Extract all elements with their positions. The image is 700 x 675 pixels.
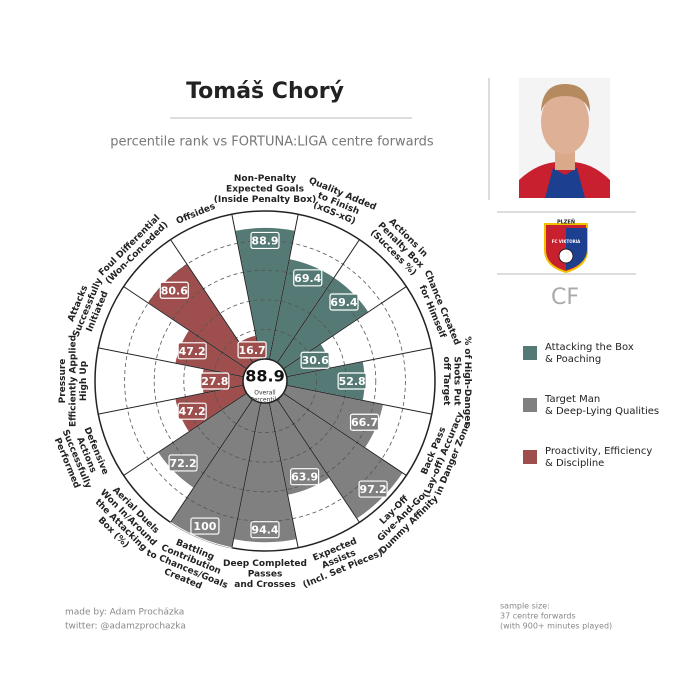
value-label: 80.6 xyxy=(161,284,188,297)
value-label: 100 xyxy=(193,520,216,533)
slice-divider xyxy=(231,402,262,548)
legend-label: Attacking the Box & Poaching xyxy=(545,342,634,365)
legend-swatch xyxy=(523,346,537,360)
slice-divider xyxy=(276,239,360,363)
value-label: 94.4 xyxy=(251,524,278,537)
value-label: 47.2 xyxy=(179,345,206,358)
value-label: 27.8 xyxy=(201,375,228,388)
slice-divider xyxy=(268,214,299,360)
badge-text: FC VIKTORIA xyxy=(552,239,581,244)
value-label-box xyxy=(168,454,198,472)
value-label-box xyxy=(200,372,230,390)
category-label: Non-Penalty Expected Goals (Inside Penalty… xyxy=(214,174,317,205)
category-label-group: % of High-DangerShots Putoff Target xyxy=(442,336,473,426)
value-label-box xyxy=(290,468,320,486)
category-label: Deep Completed Passes and Crosses xyxy=(223,559,307,590)
center-value: 88.9 xyxy=(245,367,284,386)
value-label: 88.9 xyxy=(251,234,278,247)
value-label-box xyxy=(250,231,280,250)
slice-divider xyxy=(286,347,432,378)
value-label-box xyxy=(159,281,189,299)
legend-label: Proactivity, Efficiency & Discipline xyxy=(545,446,652,469)
position: CF xyxy=(551,285,579,310)
credit: twitter: @adamzprochazka xyxy=(65,622,186,632)
value-label: 66.7 xyxy=(351,416,378,429)
credit: made by: Adam Procházka xyxy=(65,608,184,618)
slice-divider xyxy=(276,399,360,523)
value-label-box xyxy=(237,341,267,359)
value-label-box xyxy=(177,342,207,360)
slice-divider xyxy=(268,402,299,548)
slice-divider xyxy=(286,384,432,415)
value-label: 52.8 xyxy=(339,375,366,388)
value-label-box xyxy=(190,517,220,535)
club-badge: PLZEŇ FC VIKTORIA xyxy=(544,218,588,274)
legend-label: Target Man & Deep-Lying Qualities xyxy=(544,394,659,417)
category-label-group: PressureEfficiently AppliedHigh Up xyxy=(58,335,89,427)
player-photo xyxy=(519,78,610,198)
value-label: 47.2 xyxy=(179,405,206,418)
note: 37 centre forwards xyxy=(500,612,576,621)
value-label-box xyxy=(349,413,380,431)
legend-swatch xyxy=(523,450,537,464)
value-label: 72.2 xyxy=(170,457,197,470)
value-label-box xyxy=(293,269,323,287)
slice-divider xyxy=(123,392,247,476)
value-label: 97.2 xyxy=(360,483,387,496)
slice-divider xyxy=(123,286,247,370)
value-label-box xyxy=(358,480,388,498)
slice-divider xyxy=(170,399,254,523)
slice-divider xyxy=(98,384,244,415)
value-label-box xyxy=(337,372,367,390)
slice-divider xyxy=(283,392,407,476)
value-label: 69.4 xyxy=(294,272,321,285)
chart-subtitle: percentile rank vs FORTUNA:LIGA centre f… xyxy=(110,135,434,150)
value-label-box xyxy=(300,351,330,369)
category-label-group: Non-Penalty Expected Goals (Inside Penalty… xyxy=(214,174,317,205)
value-label: 69.4 xyxy=(330,296,357,309)
category-label: PressureEfficiently AppliedHigh Up xyxy=(58,335,89,427)
grid-ring xyxy=(153,269,377,493)
category-label: % of High-DangerShots Putoff Target xyxy=(442,336,473,426)
value-label-box xyxy=(329,293,359,311)
value-label-box xyxy=(250,521,280,539)
note: sample size: xyxy=(500,602,550,611)
value-label-box xyxy=(177,402,207,420)
value-label: 16.7 xyxy=(239,344,266,357)
category-label-group: Deep Completed Passes and Crosses xyxy=(223,559,307,590)
slice-divider xyxy=(231,214,262,360)
note: (with 900+ minutes played) xyxy=(500,622,612,631)
center-label: Overall Percentile xyxy=(250,389,280,403)
chart-title: Tomáš Chorý xyxy=(186,79,344,104)
legend-swatch xyxy=(523,398,537,412)
badge-text: PLZEŇ xyxy=(557,218,575,226)
slice-divider xyxy=(98,347,244,378)
value-label: 30.6 xyxy=(302,354,329,367)
center-circle xyxy=(242,358,288,404)
value-label: 63.9 xyxy=(291,471,318,484)
